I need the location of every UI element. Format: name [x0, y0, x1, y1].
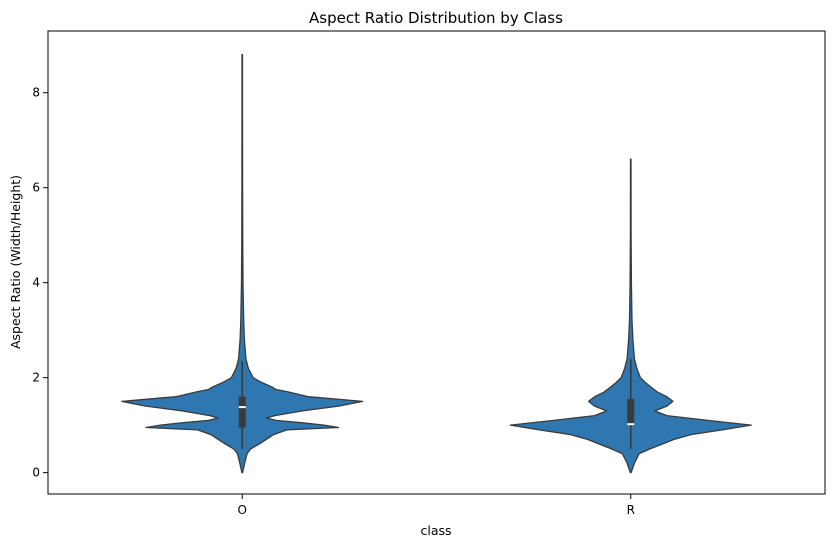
iqr-box-R	[627, 399, 635, 426]
y-axis-label: Aspect Ratio (Width/Height)	[8, 175, 23, 349]
boxes-layer	[238, 358, 635, 449]
violin-R	[509, 158, 752, 474]
y-tick-label: 8	[32, 86, 40, 100]
x-tick-label-R: R	[627, 503, 635, 517]
chart-title: Aspect Ratio Distribution by Class	[309, 9, 563, 27]
y-axis: 0 2 4 6 8	[32, 86, 48, 480]
plot-frame	[47, 30, 826, 495]
x-tick-label-O: O	[238, 503, 247, 517]
iqr-box-O	[238, 396, 246, 428]
y-tick-label: 6	[32, 181, 40, 195]
x-axis-label: class	[420, 523, 451, 538]
violins-layer	[121, 54, 752, 474]
y-tick-label: 2	[32, 371, 40, 385]
y-tick-label: 0	[32, 466, 40, 480]
y-tick-label: 4	[32, 276, 40, 290]
violin-O	[121, 54, 364, 474]
